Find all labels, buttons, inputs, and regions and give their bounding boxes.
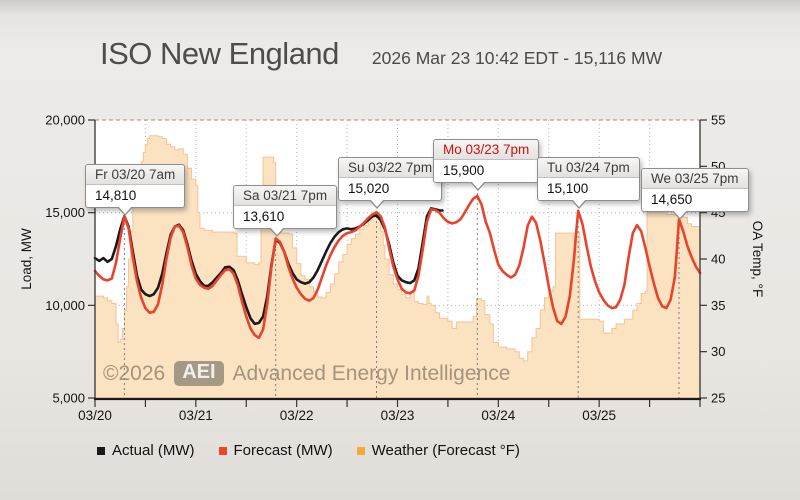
tooltip-peak-value: 15,900 [434,160,539,182]
x-tick-label: 03/22 [280,408,314,423]
x-tick-label: 03/24 [481,408,515,423]
y-left-tick-label: 5,000 [52,391,85,406]
tooltip-pointer [571,198,588,209]
tooltip-peak-value: 15,020 [339,178,442,200]
current-timestamp-load: 2026 Mar 23 10:42 EDT - 15,116 MW [371,48,663,68]
tooltip-date-label: Mo 03/23 7pm [434,140,539,160]
watermark-copyright: ©2026 [103,361,166,385]
forecast-legend-swatch-icon [218,446,227,455]
y-left-tick-label: 10,000 [45,298,85,313]
tooltip-date-label: Su 03/22 7pm [339,158,442,178]
legend-item-actual[interactable]: Actual (MW) [97,442,195,459]
tooltip-pointer [470,180,487,191]
weather-legend-swatch-icon [356,446,365,455]
x-tick-label: 03/25 [582,408,616,423]
chart-legend: Actual (MW) Forecast (MW) Weather (Forecas… [97,442,520,459]
weather-forecast-area [94,135,701,399]
tooltip-pointer [117,205,134,216]
aei-logo: AEI [174,361,224,386]
x-tick-label: 03/20 [78,408,112,423]
tooltip-peak-value: 14,650 [642,189,748,211]
tooltip-date-label: Fr 03/20 7am [86,165,185,185]
legend-item-forecast[interactable]: Forecast (MW) [218,442,333,459]
legend-label: Actual (MW) [112,442,195,459]
tooltip-pointer [268,226,285,237]
tooltip-peak-value: 13,610 [234,206,337,228]
peak-tooltip-fr[interactable]: Fr 03/20 7am 14,810 [85,164,186,216]
x-tick-label: 03/23 [381,408,415,423]
y-right-tick-label: 40 [711,252,725,267]
tooltip-date-label: Sa 03/21 7pm [234,186,337,206]
y-right-axis-title: OA Temp, °F [750,221,765,297]
legend-label: Forecast (MW) [233,442,333,459]
peak-tooltip-su[interactable]: Su 03/22 7pm 15,020 [338,157,443,209]
y-right-tick-label: 25 [711,391,725,406]
peak-tooltip-mo[interactable]: Mo 03/23 7pm 15,900 [433,139,540,191]
tooltip-pointer [369,198,386,209]
tooltip-date-label: Tu 03/24 7pm [538,158,639,178]
legend-label: Weather (Forecast °F) [371,442,520,459]
forecast-line [93,194,702,340]
legend-item-weather[interactable]: Weather (Forecast °F) [356,442,520,459]
tooltip-peak-value: 15,100 [538,178,639,200]
peak-tooltip-sa[interactable]: Sa 03/21 7pm 13,610 [233,185,338,237]
y-right-tick-label: 30 [711,344,725,359]
y-left-tick-label: 15,000 [45,205,85,220]
chart-header: ISO New England 2026 Mar 23 10:42 EDT - … [100,36,662,72]
x-tick-label: 03/21 [179,408,213,423]
tooltip-date-label: We 03/25 7pm [642,169,748,189]
actual-legend-swatch-icon [97,446,105,455]
peak-tooltip-we[interactable]: We 03/25 7pm 14,650 [641,168,749,220]
tooltip-peak-value: 14,810 [86,185,185,207]
y-right-tick-label: 35 [711,298,725,313]
y-left-axis-title: Load, MW [19,228,34,290]
page-title: ISO New England [100,36,339,71]
watermark-text: Advanced Energy Intelligence [232,361,511,385]
watermark: ©2026 AEI Advanced Energy Intelligence [103,361,510,386]
peak-tooltip-tu[interactable]: Tu 03/24 7pm 15,100 [537,157,640,209]
y-right-tick-label: 55 [711,113,725,128]
tooltip-pointer [671,209,688,220]
y-left-tick-label: 20,000 [45,113,85,128]
